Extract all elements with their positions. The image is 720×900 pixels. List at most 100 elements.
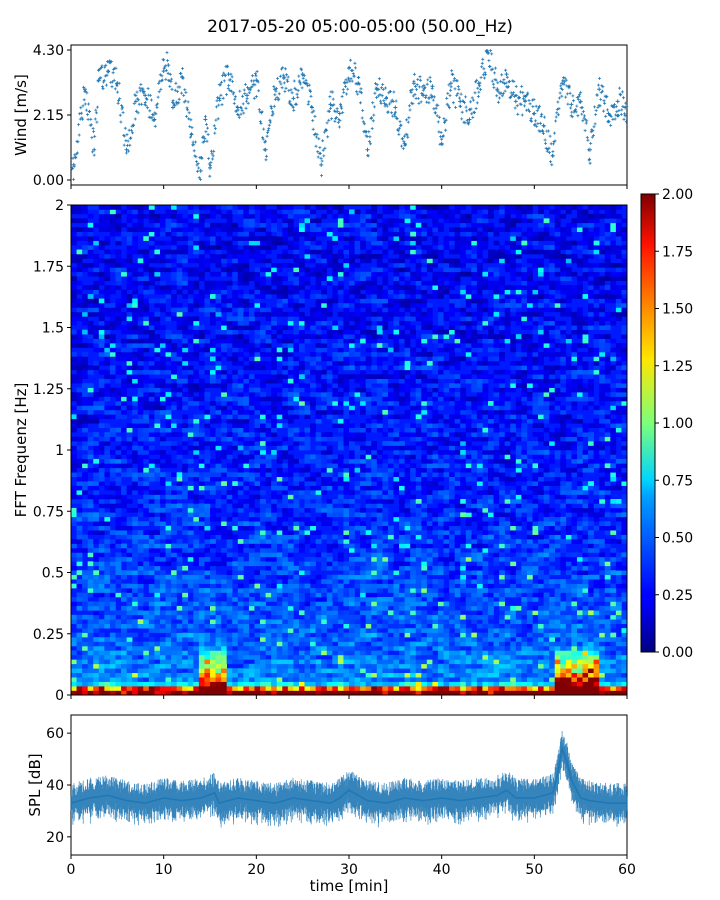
spectrogram-cell <box>499 485 505 491</box>
spectrogram-cell <box>460 485 467 491</box>
spectrogram-cell <box>310 561 316 567</box>
spectrogram-cell <box>554 632 561 638</box>
spectrogram-cell <box>515 668 522 674</box>
spectrogram-cell <box>393 472 400 478</box>
spectrogram-cell <box>265 476 272 482</box>
spectrogram-cell <box>237 423 244 429</box>
spectrogram-cell <box>510 561 517 567</box>
spectrogram-cell <box>159 690 166 696</box>
spectrogram-cell <box>532 463 539 469</box>
spectrogram-cell <box>159 659 166 665</box>
spectrogram-cell <box>293 485 300 491</box>
spectrogram-cell <box>287 614 294 620</box>
spectrogram-cell <box>521 677 528 682</box>
spectrogram-cell <box>126 641 133 647</box>
spectrogram-cell <box>376 516 383 522</box>
spectrogram-cell <box>493 499 500 504</box>
spectrogram-cell <box>165 677 172 682</box>
spectrogram-cell <box>87 628 94 633</box>
spectrogram-cell <box>215 663 222 669</box>
spectrogram-cell <box>143 686 150 691</box>
spectrogram-cell <box>476 646 483 651</box>
spectrogram-cell <box>376 472 383 478</box>
spectrogram-cell <box>360 521 366 527</box>
spectrogram-cell <box>109 619 116 625</box>
spectrogram-cell <box>365 668 372 674</box>
spectrogram-cell <box>376 490 383 495</box>
spectrogram-cell <box>471 597 478 602</box>
spectrogram-cell <box>437 561 444 567</box>
spectrogram-cell <box>543 654 550 660</box>
spectrogram-cell <box>543 686 550 691</box>
spectrogram-cell <box>482 650 489 656</box>
spectrogram-cell <box>499 521 505 527</box>
spectrogram-cell <box>260 414 266 420</box>
spectrogram-cell <box>226 637 233 642</box>
spectrogram-cell <box>226 521 233 527</box>
spectrogram-cell <box>215 601 222 607</box>
spectrogram-cell <box>126 681 133 687</box>
spectrogram-cell <box>93 579 100 584</box>
spectrogram-cell <box>565 467 572 473</box>
spectrogram-cell <box>243 628 250 633</box>
spectrogram-cell <box>182 601 189 607</box>
spectrogram-cell <box>210 574 216 580</box>
spectrogram-cell <box>615 561 622 567</box>
spectrogram-cell <box>332 454 339 460</box>
spectrogram-cell <box>93 570 100 576</box>
spectrogram-cell <box>154 601 161 607</box>
spectrogram-cell <box>504 614 511 620</box>
spectrogram-cell <box>599 512 606 518</box>
spectrogram-cell <box>115 570 122 576</box>
spectrogram-cell <box>82 463 88 469</box>
spectrogram-cell <box>449 472 455 478</box>
spectrogram-cell <box>532 548 539 553</box>
spectrogram-cell <box>604 588 611 593</box>
spectrogram-cell <box>437 650 444 656</box>
spectrogram-cell <box>282 548 289 553</box>
spectrogram-cell <box>604 494 611 500</box>
spectrogram-cell <box>543 463 550 469</box>
spectrogram-cell <box>82 668 88 674</box>
spectrogram-cell <box>521 432 528 437</box>
spectrogram-cell <box>243 503 250 509</box>
spectrogram-cell <box>488 597 494 602</box>
spectrogram-cell <box>265 454 272 460</box>
spectrogram-cell <box>382 490 389 495</box>
spectrogram-cell <box>304 525 311 531</box>
spectrogram-cell <box>293 494 300 500</box>
spectrogram-cell <box>549 445 556 451</box>
spectrogram-cell <box>604 637 611 642</box>
spectrogram-cell <box>549 530 556 535</box>
spectrogram-cell <box>82 690 88 696</box>
spectrogram-cell <box>599 623 606 629</box>
spectrogram-cell <box>126 516 133 522</box>
spectrogram-cell <box>132 646 139 651</box>
spectrogram-cell <box>387 646 394 651</box>
spectrogram-cell <box>93 499 100 504</box>
spectrogram-cell <box>499 490 505 495</box>
spectrogram-cell <box>382 641 389 647</box>
spectrogram-cell <box>82 445 88 451</box>
spectrogram-cell <box>576 565 583 571</box>
spectrogram-cell <box>371 659 378 665</box>
spectrogram-cell <box>599 414 606 420</box>
spectrogram-cell <box>287 681 294 687</box>
spectrogram-cell <box>276 686 283 691</box>
spectrogram-cell <box>148 677 155 682</box>
spectrogram-cell <box>526 534 533 540</box>
spectrogram-cell <box>215 432 222 437</box>
spectrogram-cell <box>82 588 88 593</box>
spectrogram-cell <box>465 530 472 535</box>
spectrogram-cell <box>554 610 561 616</box>
spectrogram-cell <box>265 512 272 518</box>
spectrogram-cell <box>326 516 333 522</box>
spectrogram-cell <box>621 503 628 509</box>
spectrogram-cell <box>87 499 94 504</box>
spectrogram-cell <box>154 548 161 553</box>
spectrogram-cell <box>360 525 366 531</box>
spectrogram-cell <box>154 423 161 429</box>
spectrogram-cell <box>215 690 222 696</box>
spectrogram-cell <box>510 423 517 429</box>
spectrogram-cell <box>521 503 528 509</box>
